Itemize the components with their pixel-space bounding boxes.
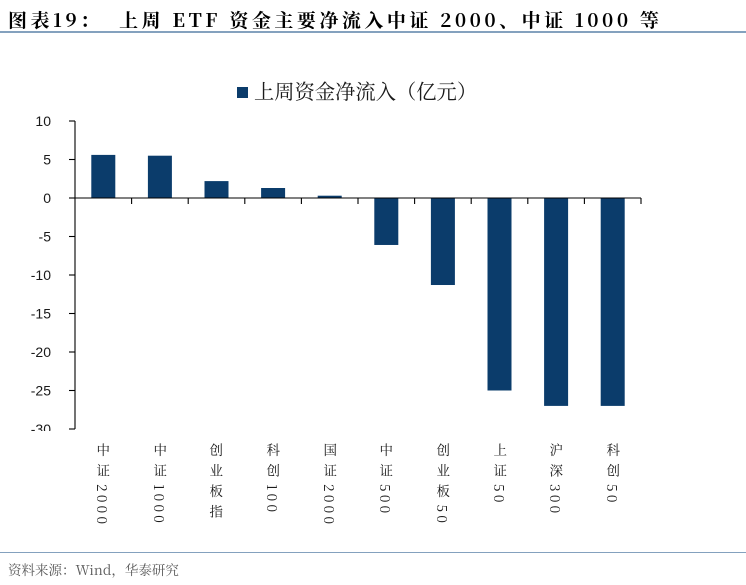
svg-text:10: 10 bbox=[35, 113, 51, 129]
svg-text:-10: -10 bbox=[31, 267, 51, 283]
svg-text:-25: -25 bbox=[31, 383, 51, 399]
svg-text:0: 0 bbox=[43, 190, 51, 206]
svg-text:-15: -15 bbox=[31, 306, 51, 322]
svg-text:-20: -20 bbox=[31, 344, 51, 360]
svg-text:-5: -5 bbox=[39, 229, 52, 245]
svg-text:-30: -30 bbox=[31, 421, 51, 431]
svg-text:5: 5 bbox=[43, 152, 51, 168]
